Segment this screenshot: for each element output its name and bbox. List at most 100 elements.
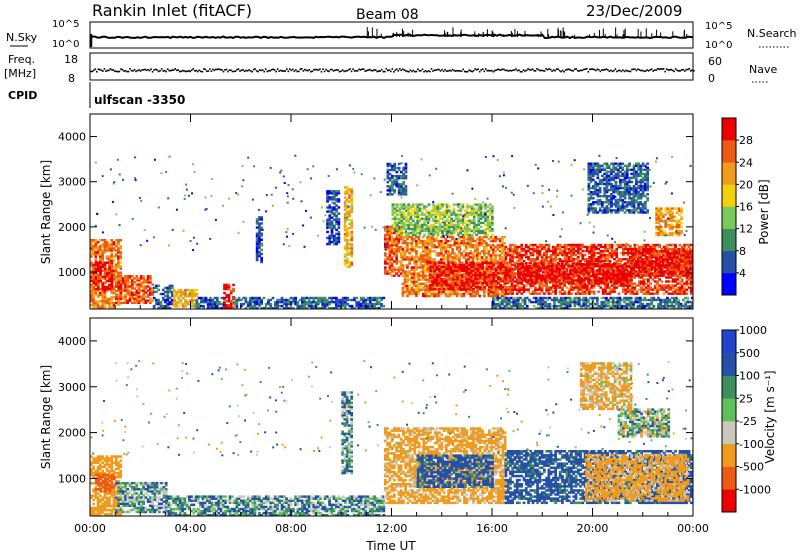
power-cell — [253, 300, 257, 304]
power-cell — [428, 254, 432, 257]
power-cell — [453, 292, 457, 296]
power-cell — [640, 280, 643, 283]
power-cell — [396, 203, 399, 206]
power-cell — [328, 216, 332, 219]
power-cell — [619, 260, 623, 263]
power-cell — [390, 274, 394, 277]
power-cell — [494, 267, 498, 271]
power-cell — [253, 307, 257, 309]
power-cell — [484, 215, 487, 218]
power-cell — [170, 284, 174, 287]
power-cell — [467, 292, 470, 296]
power-cell — [112, 285, 116, 289]
power-cell — [453, 244, 457, 247]
power-cell — [142, 299, 145, 302]
power-cell — [540, 245, 544, 249]
power-cell — [350, 206, 354, 209]
power-cell — [359, 307, 363, 309]
power-cell — [191, 295, 194, 298]
power-cell — [449, 281, 453, 285]
power-cell — [494, 256, 497, 259]
power-cell — [429, 273, 432, 277]
power-cell — [384, 239, 387, 243]
power-cell — [429, 267, 432, 271]
power-cell — [402, 172, 405, 176]
power-cell — [478, 258, 482, 261]
power-cell — [260, 232, 263, 235]
power-cell — [90, 295, 93, 299]
power-cell — [398, 207, 401, 210]
power-cell — [592, 284, 596, 287]
power-cell — [391, 209, 395, 212]
power-cell — [426, 248, 430, 251]
power-cell — [90, 241, 93, 244]
power-cell — [467, 266, 470, 269]
freq-point — [234, 70, 237, 72]
power-cell — [310, 300, 313, 304]
power-cell — [434, 209, 438, 212]
power-cell — [499, 283, 502, 287]
power-cell — [511, 260, 514, 263]
power-cell — [343, 232, 347, 236]
freq-point — [504, 69, 507, 72]
power-cell — [285, 298, 288, 302]
power-cell — [90, 279, 93, 283]
power-cell — [462, 250, 466, 253]
power-cell — [255, 246, 259, 250]
power-cell — [137, 297, 141, 300]
power-cell — [471, 246, 475, 249]
freq-point — [249, 70, 252, 72]
power-cell — [159, 304, 163, 308]
power-cell — [447, 275, 450, 279]
power-cell — [534, 286, 537, 289]
power-cell — [483, 235, 486, 239]
power-cell — [492, 260, 495, 263]
power-cell — [446, 260, 450, 263]
power-cell — [486, 205, 490, 208]
power-cell — [350, 188, 354, 191]
power-cell — [328, 196, 332, 199]
power-cell — [191, 301, 194, 304]
power-cell — [438, 261, 441, 264]
power-cell — [529, 251, 533, 255]
power-cell — [458, 279, 462, 283]
power-cell — [626, 284, 630, 287]
power-cell — [467, 237, 470, 241]
power-cell — [280, 296, 284, 300]
power-cell — [330, 296, 334, 300]
freq-point — [412, 69, 415, 72]
power-cell — [404, 177, 408, 180]
power-cell — [454, 281, 457, 285]
power-cell — [395, 235, 398, 239]
power-cell — [461, 223, 465, 227]
power-cell — [476, 263, 480, 266]
power-cell — [464, 290, 468, 294]
power-cell — [445, 279, 448, 283]
power-cell — [402, 168, 405, 172]
power-cell — [599, 249, 603, 253]
power-cell — [426, 235, 430, 239]
freq-point — [273, 69, 276, 71]
power-cell — [590, 282, 594, 285]
freq-point — [198, 69, 201, 72]
power-cell — [540, 253, 544, 257]
freq-point — [133, 68, 136, 71]
power-cell — [445, 223, 449, 227]
power-cell — [260, 260, 263, 264]
power-cell — [229, 302, 233, 305]
power-cell — [592, 251, 596, 255]
power-cell — [435, 235, 439, 239]
power-cell — [296, 304, 300, 308]
power-cell — [626, 247, 630, 251]
power-cell — [388, 260, 392, 263]
power-cell — [424, 239, 427, 243]
power-cell — [496, 237, 500, 241]
power-cell — [451, 248, 454, 251]
power-cell — [343, 235, 347, 238]
power-cell — [375, 300, 379, 304]
power-cell — [487, 272, 491, 275]
power-cell — [581, 253, 585, 257]
power-cell — [400, 219, 404, 222]
power-cell — [128, 281, 132, 284]
power-cell — [103, 288, 107, 291]
